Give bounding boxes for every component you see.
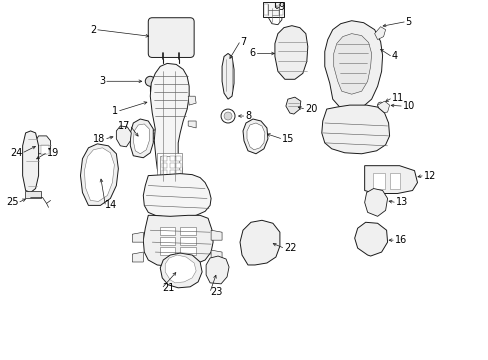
- Polygon shape: [321, 105, 389, 154]
- Polygon shape: [84, 148, 114, 202]
- Polygon shape: [176, 163, 181, 168]
- Polygon shape: [170, 156, 175, 161]
- Text: 1: 1: [112, 106, 118, 116]
- Polygon shape: [130, 119, 153, 158]
- Text: 25: 25: [6, 197, 19, 207]
- Text: 7: 7: [240, 37, 246, 46]
- Text: 15: 15: [281, 134, 294, 144]
- Polygon shape: [267, 6, 281, 25]
- Polygon shape: [180, 227, 196, 235]
- Text: 20: 20: [304, 104, 317, 114]
- Text: 9: 9: [277, 2, 284, 12]
- Polygon shape: [211, 230, 222, 240]
- Text: 8: 8: [244, 111, 251, 121]
- Polygon shape: [41, 145, 48, 154]
- Polygon shape: [132, 232, 143, 242]
- Polygon shape: [264, 4, 267, 15]
- Polygon shape: [274, 26, 307, 79]
- Circle shape: [149, 130, 161, 142]
- Polygon shape: [143, 174, 211, 217]
- Polygon shape: [176, 170, 181, 175]
- Text: 22: 22: [284, 243, 296, 253]
- Circle shape: [377, 102, 383, 108]
- Text: 5: 5: [405, 17, 411, 27]
- Text: 6: 6: [249, 49, 255, 58]
- Polygon shape: [389, 173, 399, 189]
- Polygon shape: [24, 190, 41, 198]
- Polygon shape: [372, 173, 384, 189]
- Polygon shape: [22, 131, 39, 193]
- Polygon shape: [180, 247, 196, 255]
- Polygon shape: [278, 4, 283, 15]
- Polygon shape: [157, 153, 182, 183]
- FancyBboxPatch shape: [148, 18, 194, 58]
- Text: 10: 10: [402, 101, 414, 111]
- Text: 12: 12: [423, 171, 435, 181]
- Polygon shape: [285, 97, 300, 114]
- Polygon shape: [211, 250, 222, 260]
- Polygon shape: [374, 27, 385, 40]
- Polygon shape: [263, 2, 284, 17]
- Circle shape: [145, 76, 155, 86]
- Polygon shape: [162, 156, 167, 161]
- Polygon shape: [133, 124, 149, 154]
- Circle shape: [224, 112, 232, 120]
- Polygon shape: [170, 163, 175, 168]
- Polygon shape: [377, 101, 389, 113]
- Polygon shape: [333, 33, 371, 94]
- Polygon shape: [160, 247, 175, 255]
- Polygon shape: [132, 252, 143, 262]
- Polygon shape: [240, 220, 279, 265]
- Text: 14: 14: [105, 201, 118, 210]
- Polygon shape: [36, 136, 50, 154]
- Polygon shape: [364, 189, 387, 216]
- Polygon shape: [160, 227, 175, 235]
- Text: 13: 13: [395, 197, 407, 207]
- Polygon shape: [160, 156, 179, 177]
- Text: 16: 16: [394, 235, 406, 245]
- Polygon shape: [160, 253, 202, 288]
- Polygon shape: [162, 163, 167, 168]
- Polygon shape: [324, 21, 382, 109]
- Polygon shape: [81, 144, 118, 206]
- Polygon shape: [143, 215, 213, 267]
- Text: 24: 24: [10, 148, 22, 158]
- Polygon shape: [116, 126, 131, 147]
- Polygon shape: [188, 121, 196, 128]
- Polygon shape: [170, 170, 175, 175]
- Polygon shape: [150, 63, 189, 185]
- Polygon shape: [364, 166, 417, 193]
- Polygon shape: [246, 123, 264, 150]
- Polygon shape: [188, 96, 196, 105]
- Text: 18: 18: [93, 134, 105, 144]
- Polygon shape: [205, 256, 228, 284]
- Polygon shape: [243, 119, 267, 154]
- Polygon shape: [160, 237, 175, 245]
- Polygon shape: [180, 237, 196, 245]
- Text: 3: 3: [99, 76, 105, 86]
- Polygon shape: [222, 54, 234, 99]
- Text: 11: 11: [391, 93, 403, 103]
- Polygon shape: [165, 255, 196, 283]
- Text: 2: 2: [90, 24, 96, 35]
- Text: 23: 23: [210, 287, 222, 297]
- Text: 21: 21: [162, 283, 174, 293]
- Text: 17: 17: [118, 121, 130, 131]
- Text: 4: 4: [391, 51, 397, 62]
- Polygon shape: [354, 222, 387, 256]
- Polygon shape: [176, 156, 181, 161]
- Text: 19: 19: [46, 148, 59, 158]
- Circle shape: [221, 109, 235, 123]
- Circle shape: [152, 133, 158, 139]
- Polygon shape: [162, 170, 167, 175]
